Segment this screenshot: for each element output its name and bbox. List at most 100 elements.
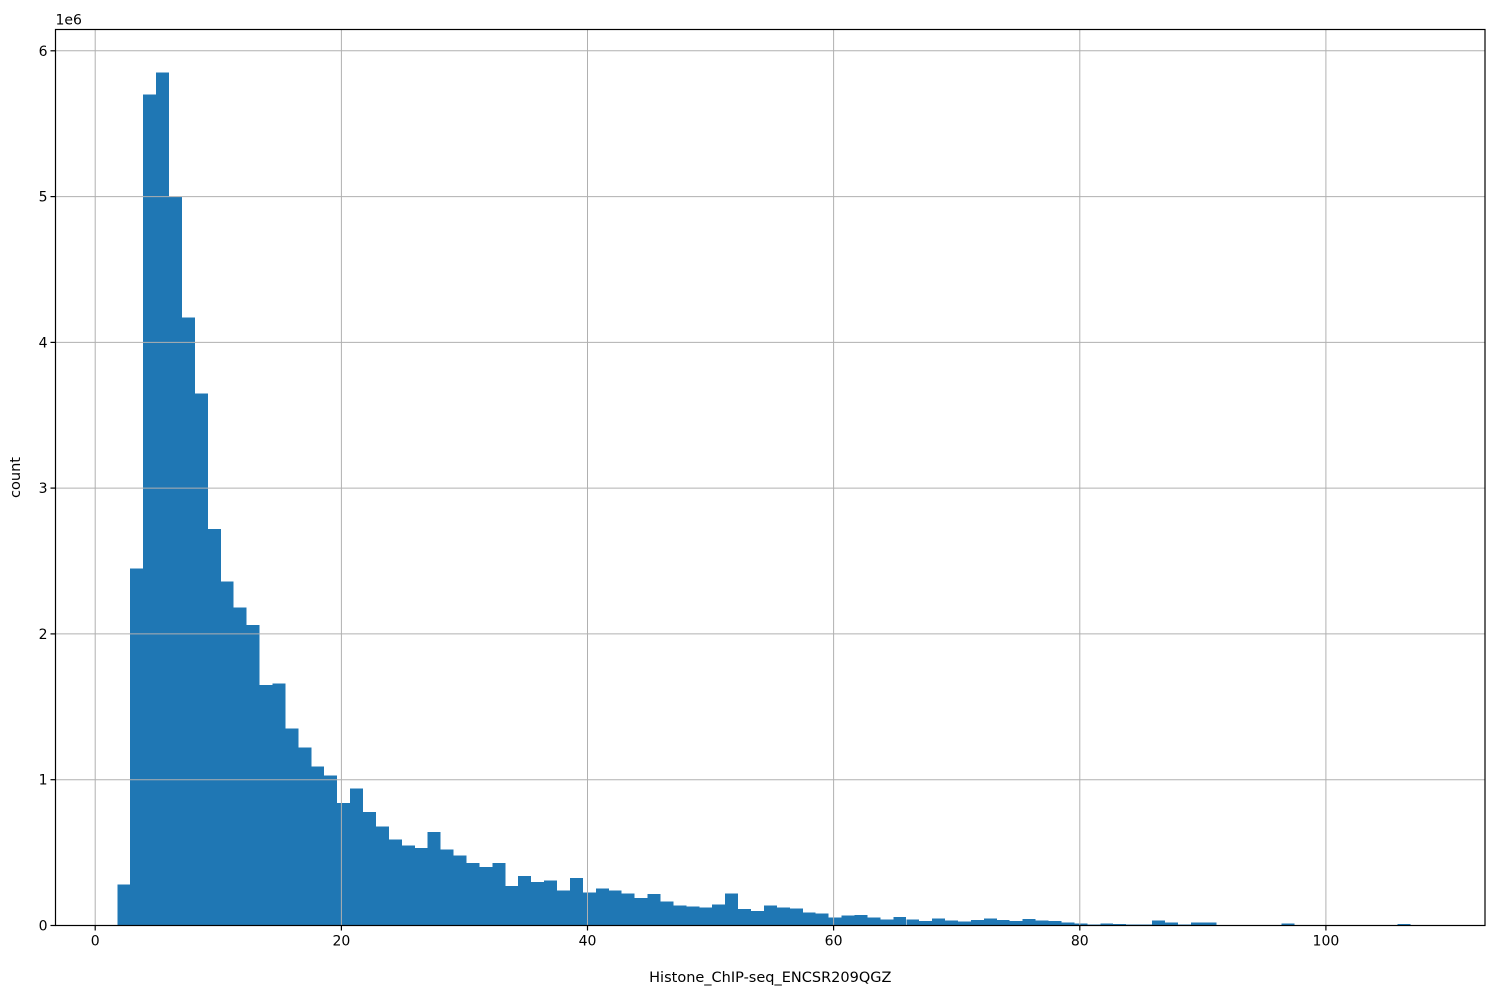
histogram-bar xyxy=(1113,924,1127,926)
histogram-bar xyxy=(1061,922,1075,926)
histogram-bar xyxy=(466,862,480,926)
histogram-bar xyxy=(647,894,661,926)
histogram-bar xyxy=(673,905,687,926)
histogram-bar xyxy=(298,747,312,926)
histogram-bar xyxy=(324,775,338,926)
histogram-bar xyxy=(751,911,764,926)
histogram-bar xyxy=(854,915,868,926)
grid-layer xyxy=(55,29,1485,926)
y-axis-offset-label: 1e6 xyxy=(56,13,83,29)
histogram-bar xyxy=(1151,920,1165,926)
histogram-bar xyxy=(207,528,221,926)
tick-layer xyxy=(50,50,1327,931)
x-tick-label: 80 xyxy=(1071,934,1089,950)
histogram-bar xyxy=(802,912,816,926)
x-tick-label: 40 xyxy=(579,934,597,950)
histogram-bar xyxy=(350,788,364,926)
histogram-bar xyxy=(841,915,855,926)
histogram-bar xyxy=(220,581,234,926)
histogram-bar xyxy=(686,906,700,926)
y-tick-label: 3 xyxy=(39,481,48,497)
y-tick-label: 2 xyxy=(39,627,48,643)
y-tick-label: 1 xyxy=(39,773,48,789)
histogram-bar xyxy=(970,919,984,926)
histogram-bar xyxy=(1203,922,1217,926)
histogram-bar xyxy=(867,917,881,926)
histogram-bar xyxy=(246,625,260,926)
histogram-bar xyxy=(427,832,441,926)
tick-label-layer: 0 20 40 60 80 100 0 1 2 3 4 5 6 xyxy=(39,44,1340,950)
histogram-bar xyxy=(1048,920,1062,926)
histogram-bar xyxy=(957,921,971,926)
histogram-bar xyxy=(1164,922,1178,926)
histogram-bar xyxy=(505,886,519,926)
histogram-bar xyxy=(1022,918,1036,926)
histogram-bar xyxy=(983,918,997,926)
histogram-bar xyxy=(440,849,454,926)
histogram-bar xyxy=(945,920,958,926)
histogram-bar xyxy=(608,890,622,926)
histogram-bar xyxy=(582,892,596,926)
histogram-bar xyxy=(932,918,946,926)
histogram-bar xyxy=(453,855,467,926)
histogram-bar xyxy=(776,907,790,926)
x-tick-label: 100 xyxy=(1313,934,1340,950)
histogram-bar xyxy=(1074,923,1088,926)
histogram-bar xyxy=(479,867,493,926)
histogram-bar xyxy=(660,901,674,926)
histogram-bar xyxy=(906,919,920,926)
histogram-bar xyxy=(1035,920,1049,926)
histogram-bar xyxy=(156,72,170,926)
histogram-bar xyxy=(363,811,376,926)
histogram-bar xyxy=(893,917,907,926)
histogram-bar xyxy=(401,845,415,926)
histogram-bar xyxy=(815,913,829,926)
y-tick-label: 5 xyxy=(39,190,48,206)
histogram-bar xyxy=(143,94,157,926)
histogram-bar xyxy=(375,826,389,926)
histogram-bar xyxy=(569,878,583,926)
histogram-bar xyxy=(492,862,506,926)
histogram-bar xyxy=(518,875,532,926)
x-tick-label: 20 xyxy=(332,934,350,950)
histogram-bar xyxy=(1397,923,1411,926)
histogram-bar xyxy=(1190,922,1204,926)
x-tick-label: 0 xyxy=(91,934,100,950)
y-tick-label: 0 xyxy=(39,919,48,935)
x-axis-label: Histone_ChIP-seq_ENCSR209QGZ xyxy=(649,970,891,986)
histogram-bar xyxy=(169,196,182,926)
histogram-bar xyxy=(544,880,558,926)
histogram-bar xyxy=(789,908,803,926)
histogram-bar xyxy=(595,888,609,926)
histogram-bar xyxy=(285,728,299,926)
plot-border xyxy=(54,28,1486,927)
y-tick-label: 4 xyxy=(39,335,48,351)
y-tick-label: 6 xyxy=(39,44,48,60)
x-tick-label: 60 xyxy=(825,934,843,950)
histogram-bar xyxy=(117,884,131,926)
histogram-bar xyxy=(1009,920,1023,926)
histogram-bar xyxy=(337,803,351,926)
bars-layer xyxy=(117,72,1424,926)
histogram-bar xyxy=(557,890,570,926)
histogram-bar xyxy=(388,839,402,926)
histogram-bar xyxy=(1281,923,1295,926)
histogram-bar xyxy=(130,568,144,926)
histogram-bar xyxy=(531,881,545,926)
histogram-bar xyxy=(880,919,894,926)
histogram-bar xyxy=(272,683,286,926)
histogram-bar xyxy=(621,893,635,926)
histogram-bar xyxy=(763,905,777,926)
histogram-bar xyxy=(738,909,752,926)
histogram-bar xyxy=(259,684,273,926)
histogram-bar xyxy=(194,393,208,926)
histogram-bar xyxy=(828,917,842,926)
histogram-bar xyxy=(699,907,713,926)
spine-layer xyxy=(54,28,1486,927)
histogram-bar xyxy=(181,317,195,926)
histogram-bar xyxy=(311,766,325,926)
histogram-bar xyxy=(634,897,648,926)
histogram-bar xyxy=(712,904,726,926)
